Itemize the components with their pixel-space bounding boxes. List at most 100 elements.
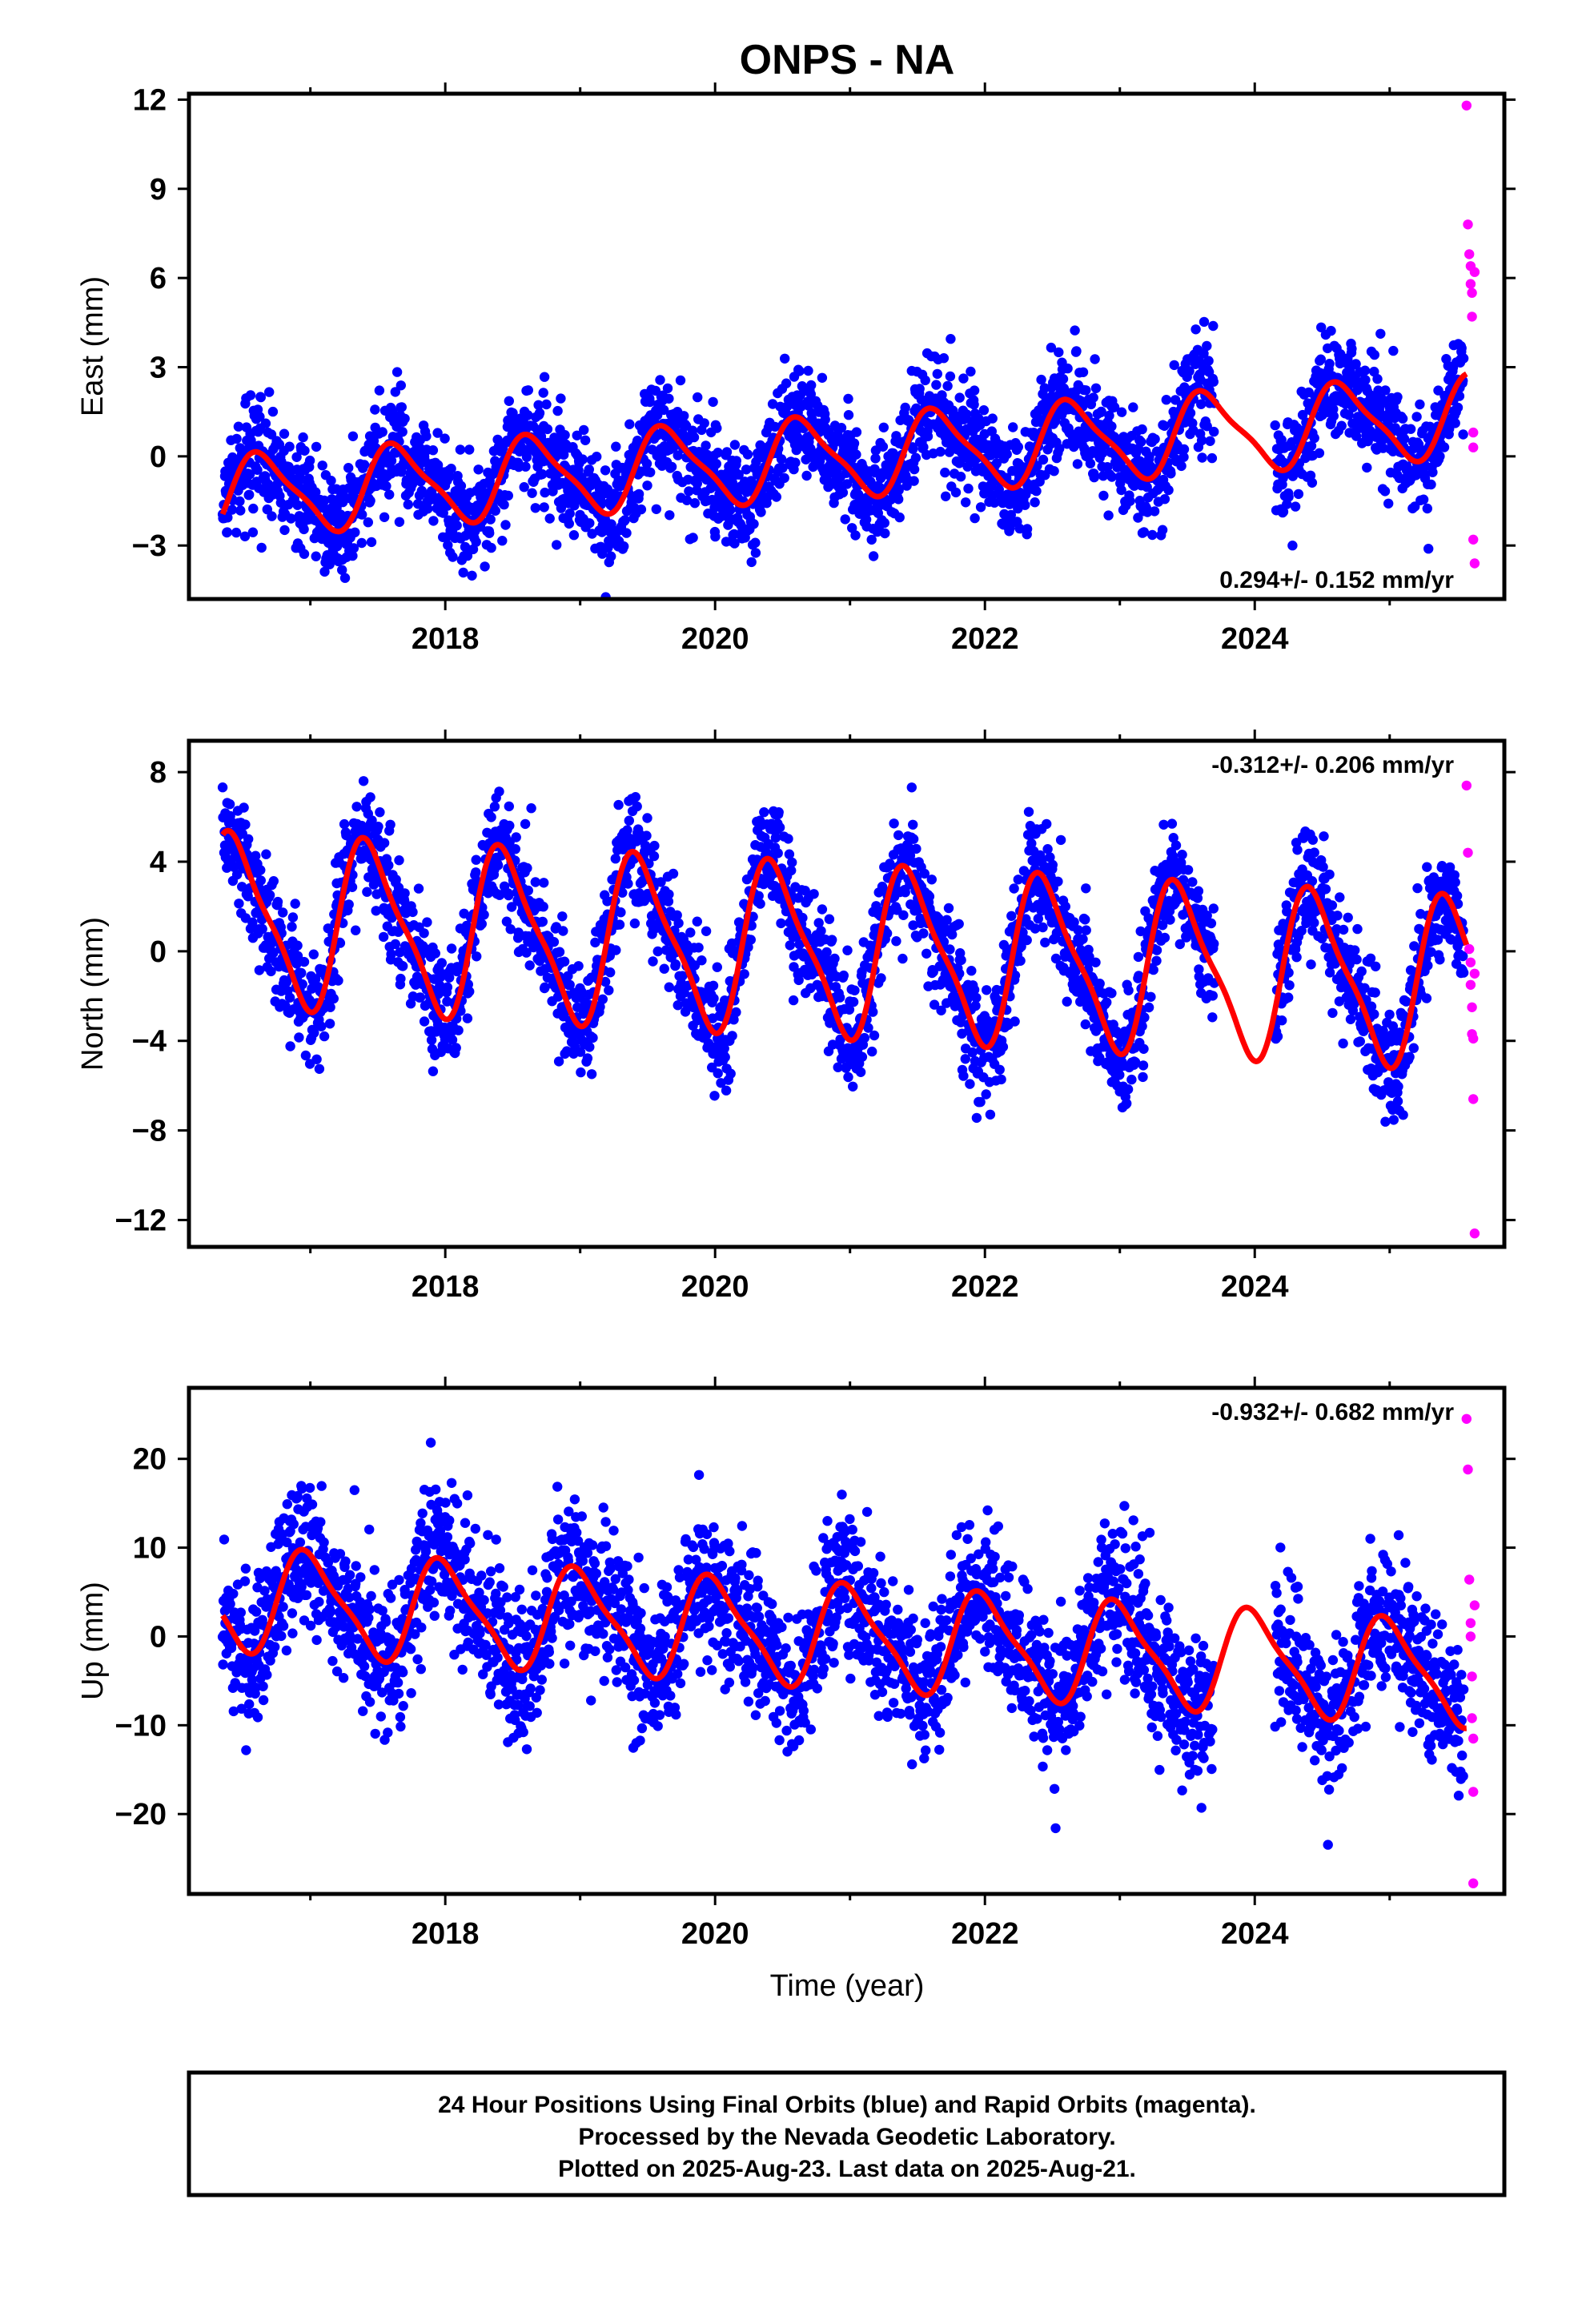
final-orbit-point — [244, 469, 255, 480]
final-orbit-point — [1392, 392, 1403, 402]
final-orbit-point — [412, 971, 423, 982]
final-orbit-point — [1139, 1012, 1150, 1023]
final-orbit-point — [584, 518, 595, 529]
final-orbit-point — [689, 960, 701, 971]
final-orbit-point — [362, 887, 372, 897]
final-orbit-point — [670, 959, 681, 970]
final-orbit-point — [1009, 883, 1019, 894]
y-tick-label: 12 — [133, 83, 167, 117]
final-orbit-point — [378, 931, 389, 943]
final-orbit-point — [564, 979, 575, 991]
final-orbit-point — [428, 1066, 439, 1076]
final-orbit-point — [1022, 524, 1033, 534]
final-orbit-point — [556, 503, 567, 513]
final-orbit-point — [966, 966, 977, 976]
final-orbit-point — [1427, 467, 1438, 477]
final-orbit-point — [588, 1032, 598, 1043]
final-orbit-point — [351, 802, 362, 812]
final-orbit-point — [756, 507, 766, 517]
final-orbit-point — [673, 450, 683, 460]
final-orbit-point — [248, 503, 259, 514]
final-orbit-point — [1208, 320, 1219, 332]
rapid-orbit-point — [1467, 287, 1477, 298]
final-orbit-point — [777, 463, 788, 473]
final-orbit-point — [931, 380, 942, 390]
final-orbit-point — [510, 844, 520, 854]
final-orbit-point — [446, 464, 456, 474]
final-orbit-point — [945, 944, 955, 955]
final-orbit-point — [326, 476, 336, 486]
final-orbit-point — [462, 550, 473, 561]
final-orbit-point — [1023, 806, 1034, 817]
final-orbit-point — [1078, 934, 1088, 944]
final-orbit-point — [408, 907, 418, 918]
final-orbit-point — [575, 1047, 586, 1057]
final-orbit-point — [471, 537, 481, 547]
final-orbit-point — [1383, 498, 1394, 509]
final-orbit-point — [521, 452, 532, 462]
final-orbit-point — [451, 1043, 461, 1053]
final-orbit-point — [963, 483, 974, 494]
final-orbit-point — [908, 819, 918, 830]
final-orbit-point — [255, 865, 266, 875]
final-orbit-point — [1379, 486, 1391, 497]
final-orbit-point — [1276, 435, 1287, 445]
final-orbit-point — [1207, 452, 1218, 464]
final-orbit-point — [866, 534, 877, 545]
final-orbit-point — [539, 878, 549, 888]
final-orbit-point — [1122, 1098, 1132, 1109]
final-orbit-point — [1450, 418, 1460, 428]
final-orbit-point — [1290, 501, 1301, 512]
final-orbit-point — [523, 385, 533, 396]
final-orbit-point — [898, 910, 909, 921]
final-orbit-point — [231, 433, 242, 444]
final-orbit-point — [379, 838, 390, 848]
final-orbit-point — [298, 432, 308, 443]
y-tick-label: 6 — [150, 262, 167, 296]
final-orbit-point — [399, 895, 410, 907]
final-orbit-point — [634, 888, 644, 899]
final-orbit-point — [370, 404, 380, 415]
final-orbit-point — [358, 776, 369, 786]
final-orbit-point — [773, 848, 783, 858]
final-orbit-point — [1138, 1060, 1149, 1071]
final-orbit-point — [1148, 964, 1158, 975]
x-tick-label: 2022 — [951, 622, 1019, 656]
final-orbit-point — [350, 527, 360, 537]
final-orbit-point — [1151, 945, 1162, 955]
final-orbit-point — [572, 1002, 583, 1013]
final-orbit-point — [787, 857, 797, 868]
final-orbit-point — [664, 889, 674, 900]
final-orbit-point — [1022, 935, 1032, 946]
final-orbit-point — [1456, 343, 1467, 353]
final-orbit-point — [710, 531, 721, 542]
final-orbit-point — [971, 992, 982, 1003]
final-orbit-point — [614, 919, 625, 930]
final-orbit-point — [1104, 410, 1114, 421]
final-orbit-point — [1388, 345, 1399, 356]
final-orbit-point — [909, 464, 920, 475]
final-orbit-point — [629, 918, 640, 929]
final-orbit-point — [1161, 395, 1172, 405]
final-orbit-point — [1270, 420, 1280, 431]
final-orbit-point — [1147, 529, 1158, 541]
final-orbit-point — [573, 961, 584, 971]
final-orbit-point — [911, 843, 921, 854]
final-orbit-point — [455, 444, 466, 455]
final-orbit-point — [311, 1054, 322, 1065]
final-orbit-point — [1316, 322, 1327, 332]
final-orbit-point — [636, 504, 647, 515]
final-orbit-point — [243, 834, 254, 845]
final-orbit-point — [423, 504, 433, 514]
final-orbit-point — [413, 883, 424, 894]
final-orbit-point — [1090, 383, 1102, 393]
final-orbit-point — [918, 928, 929, 939]
final-orbit-point — [1058, 374, 1069, 384]
final-orbit-point — [1050, 953, 1062, 964]
final-orbit-point — [876, 973, 886, 983]
final-orbit-point — [520, 818, 531, 830]
final-orbit-point — [1283, 492, 1294, 502]
rapid-orbit-point — [1463, 219, 1473, 230]
final-orbit-point — [1157, 920, 1168, 931]
